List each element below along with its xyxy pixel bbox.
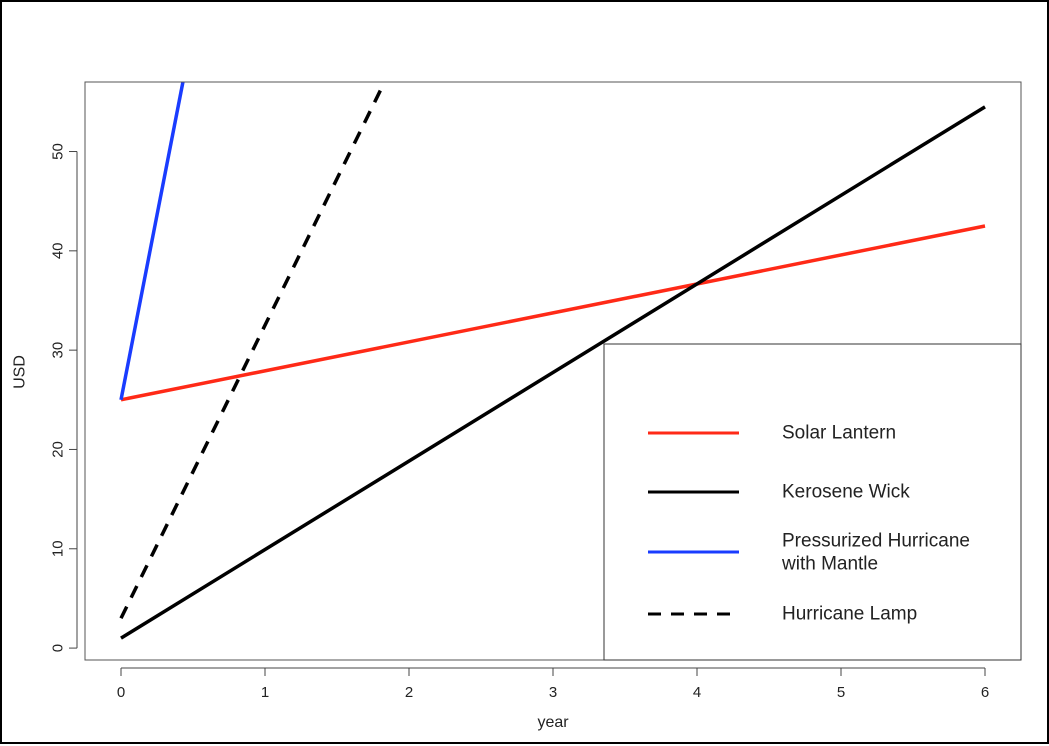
- series-line-hurricane-lamp: [119, 82, 387, 620]
- y-tick-label: 30: [50, 342, 67, 359]
- x-axis-title: year: [537, 714, 569, 731]
- y-axis-title: USD: [12, 355, 29, 389]
- y-tick-label: 40: [50, 242, 67, 259]
- series-line-solar-lantern: [120, 224, 986, 402]
- y-tick-label: 20: [50, 441, 67, 458]
- x-tick-label: 5: [837, 684, 845, 701]
- legend-box: [603, 343, 1022, 661]
- y-tick-label: 50: [50, 143, 67, 160]
- series-layer: [119, 82, 986, 640]
- x-tick-label: 3: [549, 684, 557, 701]
- y-tick-label: 10: [50, 540, 67, 557]
- series-line-pressurized-hurricane-with-mantle: [119, 82, 185, 401]
- legend: Solar Lantern Kerosene Wick Pressurized Hu…: [603, 343, 1022, 661]
- y-tick-label: 0: [50, 644, 67, 652]
- x-tick-label: 0: [117, 684, 125, 701]
- x-tick-label: 2: [405, 684, 413, 701]
- x-tick-label: 6: [981, 684, 989, 701]
- x-tick-label: 4: [693, 684, 701, 701]
- legend-label-hurricane-lamp: Hurricane Lamp: [782, 604, 917, 625]
- legend-label-kerosene-wick: Kerosene Wick: [782, 482, 910, 503]
- series-line-kerosene-wick: [120, 105, 986, 640]
- x-axis: 0 1 2 3 4 5 6: [117, 667, 989, 701]
- y-axis: 0 10 20 30 40 50: [50, 143, 78, 652]
- legend-label-pressurized-hurricane-with-mantle: Pressurized Hurricane with Mantle: [781, 530, 970, 574]
- legend-label-solar-lantern: Solar Lantern: [782, 423, 896, 444]
- x-tick-label: 1: [261, 684, 269, 701]
